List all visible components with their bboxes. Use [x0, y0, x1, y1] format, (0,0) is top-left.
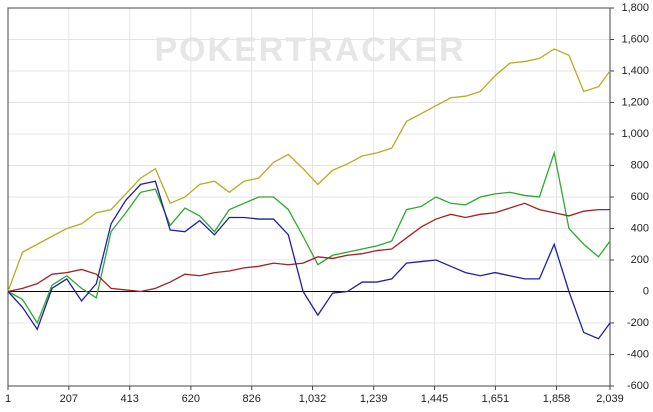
watermark: POKERTRACKER [154, 31, 465, 69]
y-tick-label: -200 [627, 317, 649, 329]
y-tick-label: 1,600 [621, 33, 649, 45]
y-tick-label: 1,400 [621, 65, 649, 77]
y-tick-label: -400 [627, 348, 649, 360]
y-tick-label: 0 [643, 285, 649, 297]
y-tick-label: -600 [627, 380, 649, 392]
x-tick-label: 2,039 [596, 393, 624, 405]
x-tick-label: 826 [243, 393, 261, 405]
x-tick-label: 413 [121, 393, 139, 405]
y-tick-label: 400 [631, 222, 649, 234]
y-tick-label: 1,800 [621, 2, 649, 14]
series-line [7, 48, 611, 292]
y-tick-label: 600 [631, 191, 649, 203]
y-tick-label: 1,200 [621, 96, 649, 108]
x-tick-label: 207 [60, 393, 78, 405]
x-tick-label: 1,445 [421, 393, 449, 405]
series-line [7, 180, 611, 340]
x-tick-label: 1,032 [299, 393, 327, 405]
y-tick-label: 200 [631, 254, 649, 266]
y-tick-label: 800 [631, 159, 649, 171]
x-tick-label: 1,651 [482, 393, 510, 405]
plot-border [7, 7, 611, 387]
series-line [7, 202, 610, 293]
x-tick-label: 620 [182, 393, 200, 405]
x-tick-label: 1,858 [543, 393, 571, 405]
series-line [7, 150, 611, 325]
y-tick-label: 1,000 [621, 128, 649, 140]
x-tick-label: 1,239 [360, 393, 388, 405]
x-tick-label: 1 [5, 393, 11, 405]
